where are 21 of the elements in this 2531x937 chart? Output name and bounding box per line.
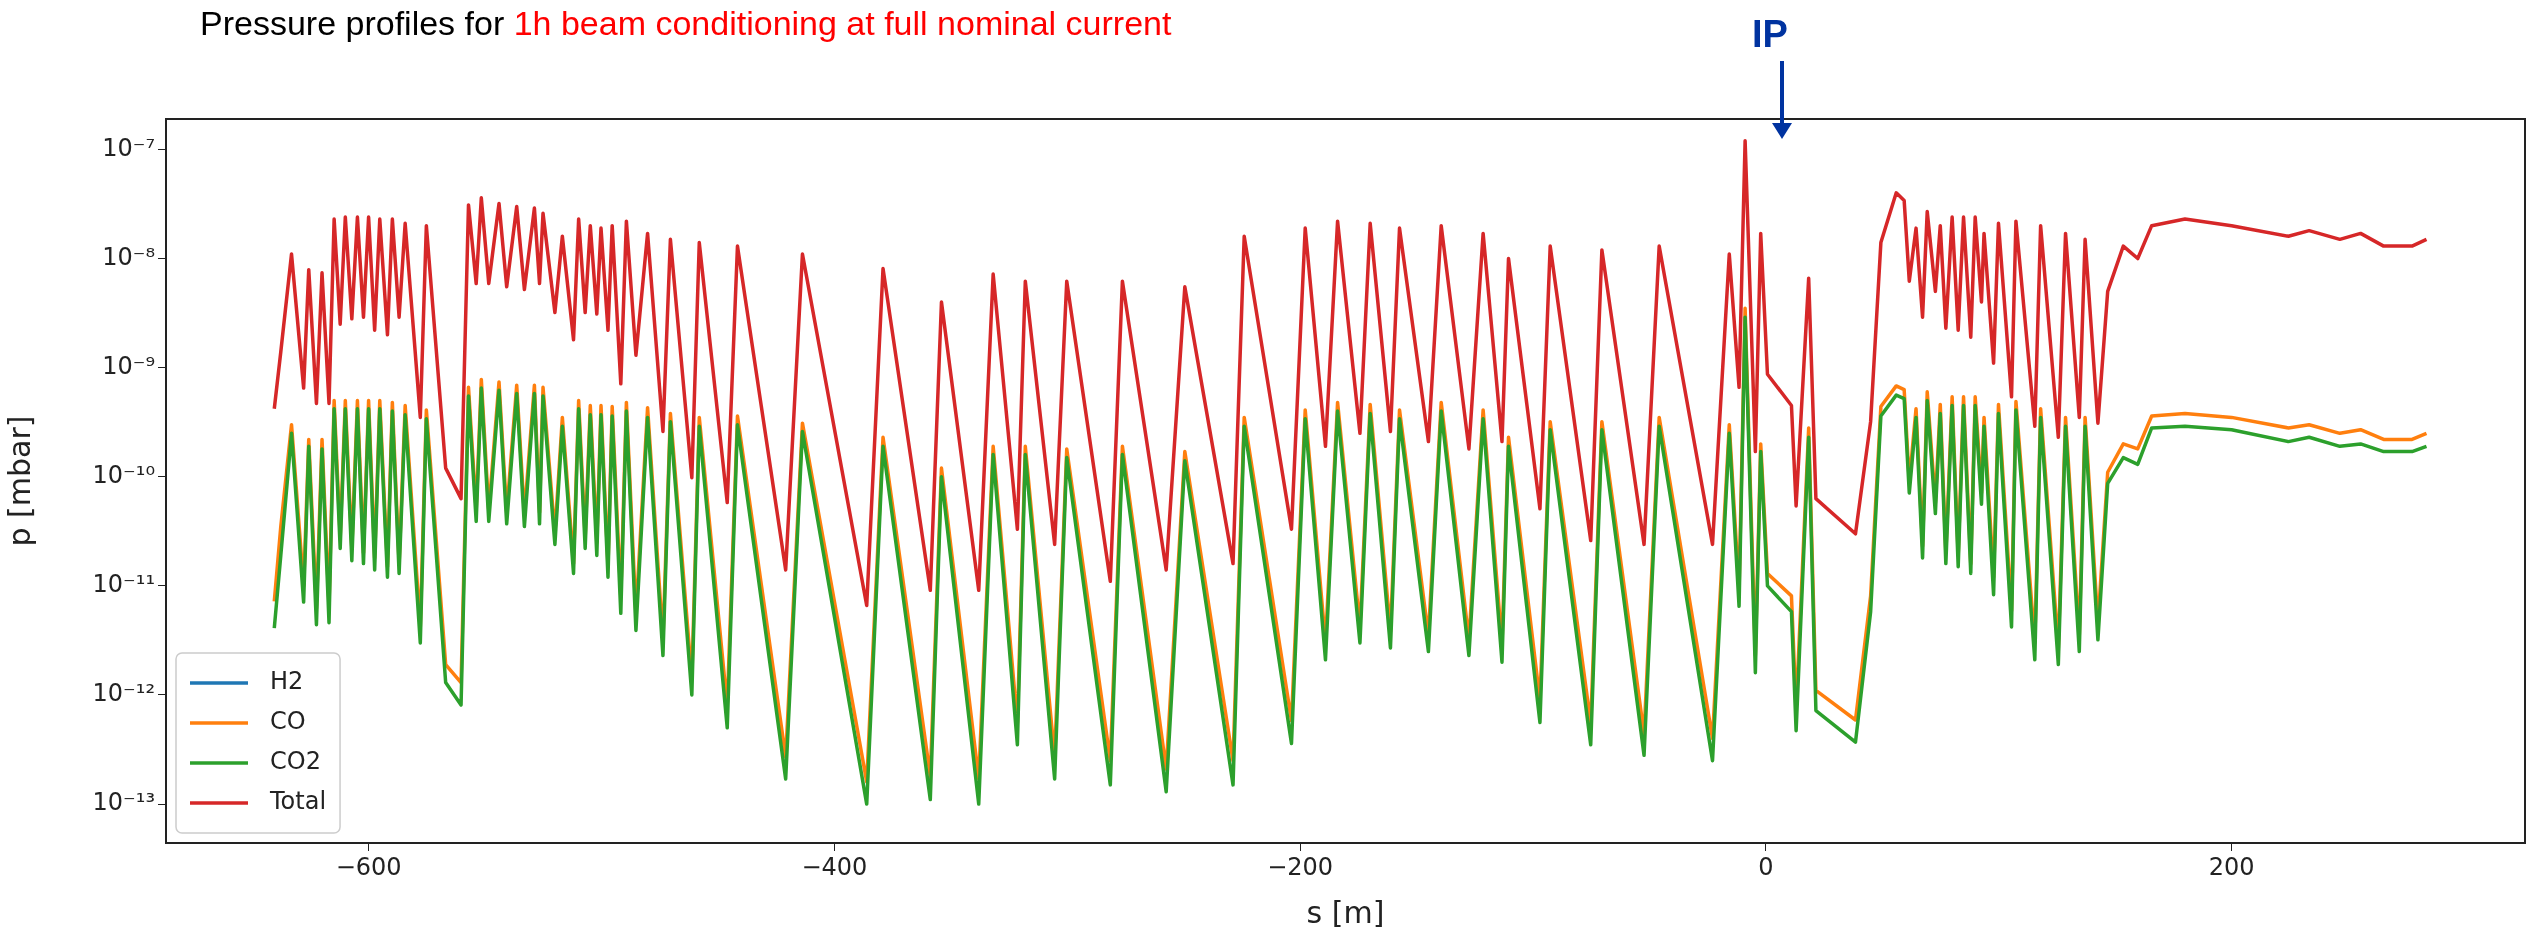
- y-tick-label: 10⁻¹²: [92, 679, 155, 708]
- x-tick-label: 0: [1758, 852, 1774, 881]
- text: IP: [1752, 13, 1788, 56]
- y-tick-label: 10⁻⁹: [102, 351, 155, 380]
- chart-title: Pressure profiles for: [200, 4, 505, 42]
- legend-label: CO2: [270, 747, 321, 776]
- y-tick-label: 10⁻⁷: [102, 133, 155, 162]
- x-axis-title: s [m]: [1306, 894, 1385, 930]
- chart-subtitle: 1h beam conditioning at full nominal current: [513, 4, 1172, 42]
- x-tick-label: −600: [335, 852, 402, 881]
- legend-label: CO: [270, 707, 306, 736]
- y-tick-label: 10⁻¹¹: [92, 570, 155, 599]
- x-tick-label: −400: [801, 852, 868, 881]
- legend-label: Total: [269, 787, 327, 816]
- x-tick-label: −200: [1267, 852, 1334, 881]
- y-tick-label: 10⁻¹⁰: [92, 460, 155, 489]
- legend-label: H2: [270, 667, 304, 696]
- x-tick-label: 200: [2208, 852, 2255, 881]
- y-tick-label: 10⁻¹³: [92, 788, 155, 817]
- y-axis-title: p [mbar]: [1, 415, 37, 547]
- y-tick-label: 10⁻⁸: [102, 242, 155, 271]
